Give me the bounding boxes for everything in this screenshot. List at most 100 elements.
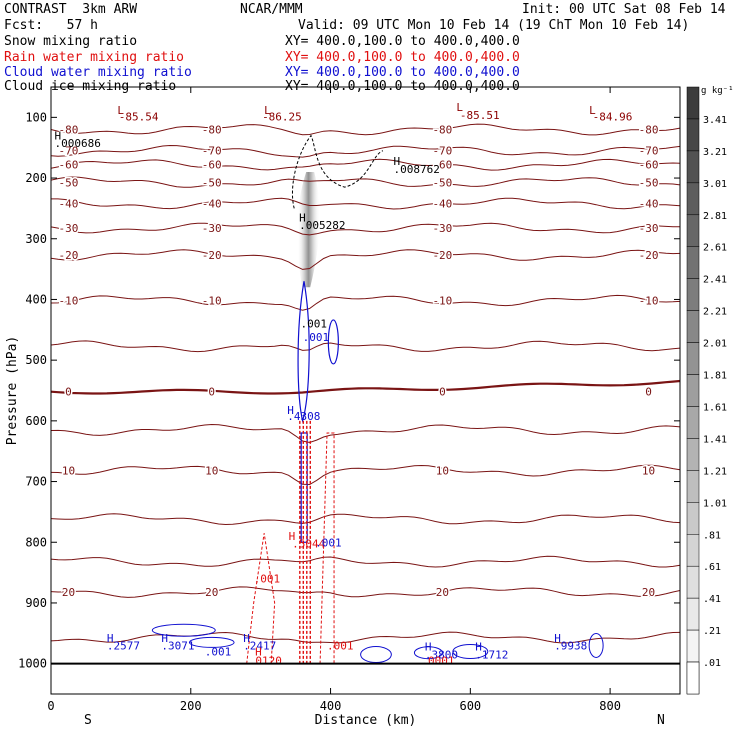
x-tick-label: 0 (47, 699, 54, 713)
contour-annotation: -84.96 (593, 111, 633, 124)
colorbar-unit: g kg⁻¹ (701, 86, 734, 96)
contour-annotation: H (107, 632, 114, 645)
contour-annotation: -85.54 (119, 111, 159, 124)
contour-label: 0 (645, 386, 652, 399)
colorbar-tick-label: 3.41 (703, 115, 727, 126)
y-tick-label: 900 (25, 596, 47, 610)
contour-annotation: H (54, 130, 61, 143)
contour-annotation: .008762 (393, 163, 439, 176)
contour-label: -50 (59, 176, 79, 189)
y-tick-label: 800 (25, 535, 47, 549)
y-tick-label: 400 (25, 292, 47, 306)
contour-label: -60 (432, 159, 452, 172)
colorbar-tick-label: 3.01 (703, 179, 727, 190)
contour-label: -70 (59, 145, 79, 158)
contour-annotation: H (289, 530, 296, 543)
cloud-water-contour (327, 319, 339, 365)
y-tick-label: 700 (25, 475, 47, 489)
colorbar: 3.41 3.21 3.01 2.81 2.61 2.41 2.21 2.01 1.81 1.61… (686, 86, 734, 695)
colorbar-tick-label: 1.41 (703, 434, 727, 445)
x-tick-label: 400 (320, 699, 342, 713)
contour-annotation: .005282 (299, 219, 345, 232)
header-org: NCAR/MMM (240, 2, 303, 17)
contour-annotation: .1712 (475, 649, 508, 662)
contour-label: -70 (202, 145, 222, 158)
contour-annotation: -85.51 (460, 109, 500, 122)
colorbar-tick-label: 1.61 (703, 402, 727, 413)
contour-annotation: .2417 (243, 639, 276, 652)
cloud-water-contour (360, 646, 392, 664)
contour-annotation: L (456, 101, 463, 114)
contour-label: -60 (639, 159, 659, 172)
contour-annotation: H (161, 632, 168, 645)
temperature-contour (50, 555, 681, 568)
colorbar-swatch (686, 118, 700, 152)
contour-annotation: .0001 (421, 655, 454, 668)
rain-contour (246, 533, 276, 664)
field-cloudwater-name: Cloud water mixing ratio (4, 65, 192, 80)
colorbar-tick-label: .61 (703, 562, 721, 573)
colorbar-swatch (686, 534, 700, 567)
field-cloudwater-xy: XY= 400.0,100.0 to 400.0,400.0 (285, 65, 520, 80)
colorbar-tick-label: .01 (703, 658, 721, 669)
colorbar-swatch (686, 310, 700, 343)
contour-label: -70 (639, 145, 659, 158)
colorbar-tick-label: 2.81 (703, 211, 727, 222)
contour-label: -80 (639, 123, 659, 136)
south-label: S (84, 713, 92, 728)
colorbar-tick-label: 1.21 (703, 466, 727, 477)
x-tick-label: 200 (180, 699, 202, 713)
cloud-water-contour (297, 281, 310, 424)
contour-annotation: .001 (254, 573, 281, 586)
contour-label: -40 (432, 198, 452, 211)
contour-label: -50 (432, 176, 452, 189)
contour-label: -80 (432, 123, 452, 136)
contour-label: 20 (62, 586, 75, 599)
contour-annotation: H (255, 646, 262, 659)
colorbar-swatch (686, 438, 700, 471)
temperature-contour (50, 176, 681, 188)
contour-annotation: .4308 (287, 410, 320, 423)
colorbar-swatch (686, 246, 700, 279)
temperature-contour (50, 144, 681, 158)
y-tick-label: 1000 (18, 657, 47, 671)
contour-label: -80 (202, 123, 222, 136)
contour-label: 0 (208, 386, 215, 399)
plot-area: -80 -80 -80 -80-70 -70 -70 -70-60 -60 -60 -60-50-… (50, 101, 681, 668)
cloud-water-contour (413, 646, 443, 660)
colorbar-tick-label: .81 (703, 530, 721, 541)
contour-annotation: H (287, 404, 294, 417)
colorbar-swatch (686, 565, 700, 599)
x-axis-label: Distance (km) (315, 713, 417, 728)
y-tick-label: 200 (25, 171, 47, 185)
contour-label: -50 (202, 176, 222, 189)
contour-annotation: L (264, 104, 271, 117)
contour-label: -30 (202, 222, 222, 235)
x-tick-label: 800 (599, 699, 621, 713)
contour-label: 20 (436, 586, 449, 599)
cloud-ice-plume (297, 171, 320, 288)
temperature-contour (50, 379, 681, 395)
contour-label: 20 (642, 586, 655, 599)
cloud-water-contour (188, 636, 235, 648)
contour-label: -30 (432, 222, 452, 235)
contour-label: -80 (59, 123, 79, 136)
contour-annotation: .5044 (292, 537, 325, 550)
colorbar-swatch (686, 342, 700, 375)
y-tick-label: 300 (25, 232, 47, 246)
contour-annotation: H (243, 632, 250, 645)
x-tick-label: 600 (459, 699, 481, 713)
contour-annotation: H (554, 632, 561, 645)
colorbar-swatch (686, 502, 700, 535)
temperature-contour (50, 158, 681, 171)
contour-label: -20 (202, 249, 222, 262)
cloud-water-contour (452, 644, 489, 660)
colorbar-swatch (686, 374, 700, 407)
contour-annotation: .3071 (161, 639, 194, 652)
y-tick-label: 500 (25, 353, 47, 367)
contour-label: 0 (65, 386, 72, 399)
contour-label: -20 (639, 249, 659, 262)
header-forecast-hour: Fcst: 57 h (4, 18, 98, 33)
plot-frame (50, 86, 681, 695)
